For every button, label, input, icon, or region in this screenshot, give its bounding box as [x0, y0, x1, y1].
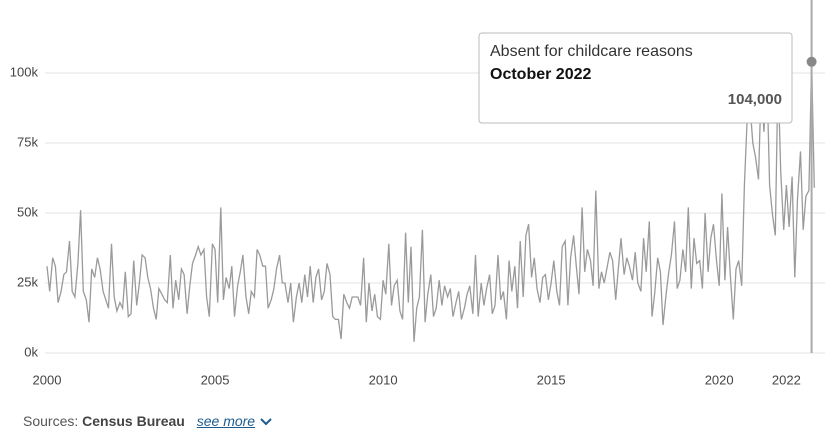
x-tick-label: 2022	[772, 372, 801, 387]
x-tick-label: 2015	[537, 372, 566, 387]
chart: 0k 25k 50k 75k 100k 2000 2005 2010 2015 2020 2022 A…	[10, 0, 825, 387]
tooltip-title: Absent for childcare reasons	[490, 43, 693, 60]
x-tick-label: 2010	[369, 372, 398, 387]
y-tick-label: 0k	[24, 344, 38, 359]
chevron-icon[interactable]	[259, 417, 273, 427]
x-tick-label: 2005	[201, 372, 230, 387]
see-more-link[interactable]: see more	[196, 413, 256, 429]
tooltip-value: 104,000	[728, 91, 782, 108]
x-tick-label: 2000	[33, 372, 62, 387]
y-tick-label: 100k	[10, 64, 39, 79]
y-tick-label: 50k	[17, 204, 38, 219]
tooltip-date: October 2022	[490, 66, 591, 83]
sources-name: Census Bureau	[82, 413, 185, 429]
hover-point	[806, 56, 817, 67]
sources: Sources: Census Bureau see more	[23, 413, 273, 429]
y-tick-label: 75k	[17, 134, 38, 149]
data-line	[46, 61, 815, 342]
y-tick-label: 25k	[17, 274, 38, 289]
tooltip-box	[478, 32, 793, 124]
x-tick-label: 2020	[705, 372, 734, 387]
sources-label: Sources:	[23, 413, 79, 429]
